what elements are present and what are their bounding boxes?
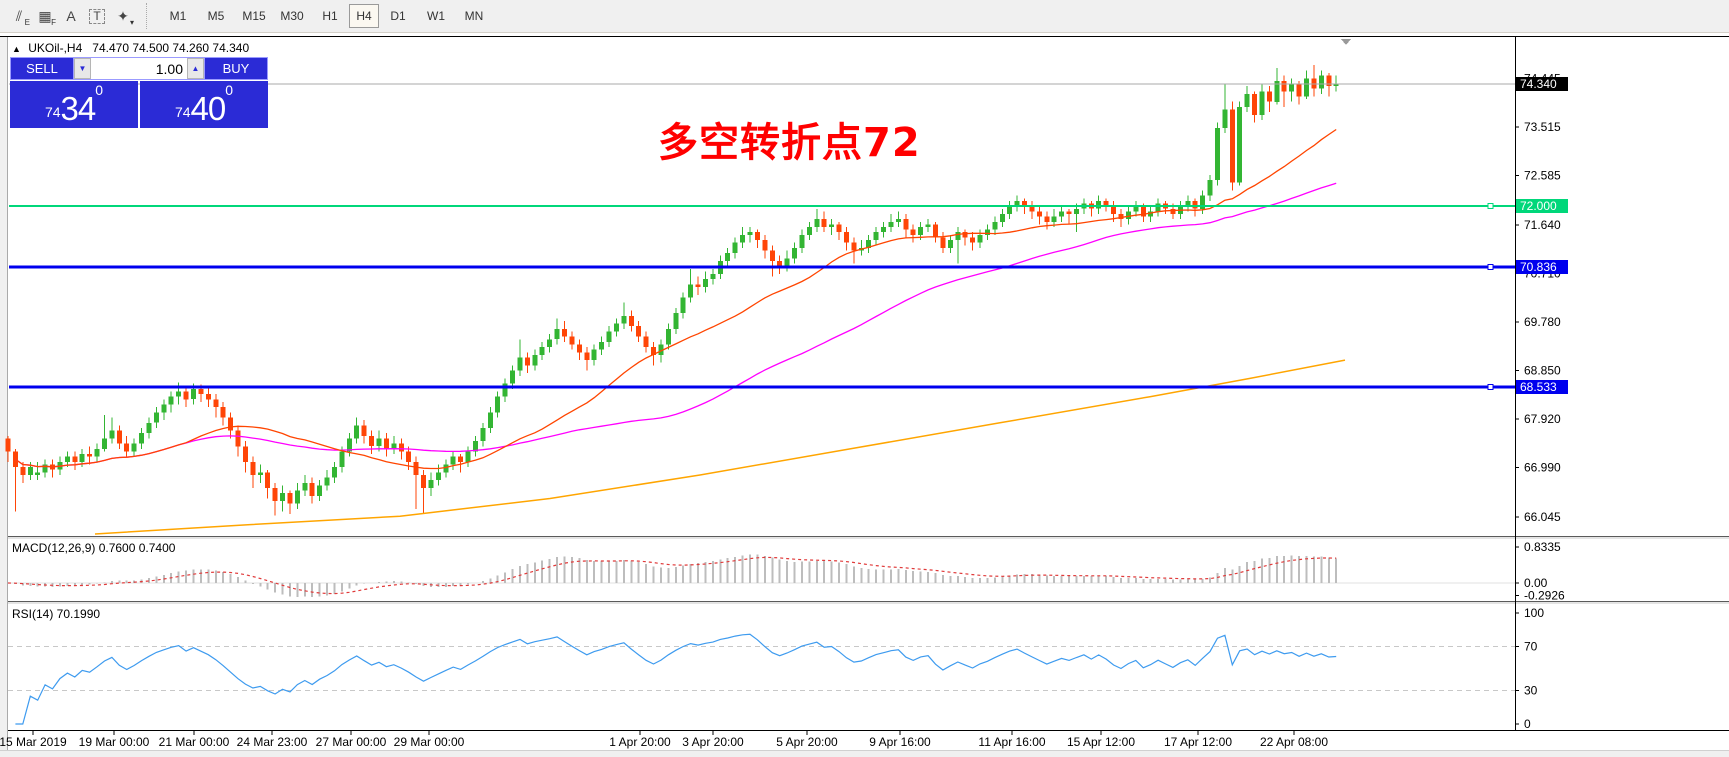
svg-text:1 Apr 20:00: 1 Apr 20:00	[609, 735, 671, 749]
svg-text:67.920: 67.920	[1524, 412, 1561, 426]
rsi-label: RSI(14) 70.1990	[12, 607, 101, 621]
svg-text:17 Apr 12:00: 17 Apr 12:00	[1164, 735, 1232, 749]
toolbar-separator	[146, 3, 153, 29]
chart-ohlc-values: 74.470 74.500 74.260 74.340	[92, 41, 250, 55]
candles-layer	[5, 65, 1339, 516]
svg-text:27 Mar 00:00: 27 Mar 00:00	[316, 735, 387, 749]
svg-text:69.780: 69.780	[1524, 315, 1561, 329]
svg-text:68.850: 68.850	[1524, 364, 1561, 378]
rsi-line	[15, 633, 1337, 725]
buy-button[interactable]: BUY	[204, 57, 268, 80]
chart-symbol: UKOil-,H4	[28, 41, 83, 55]
svg-text:0.8335: 0.8335	[1524, 540, 1561, 554]
svg-text:3 Apr 20:00: 3 Apr 20:00	[682, 735, 744, 749]
svg-text:70.836: 70.836	[1520, 260, 1557, 274]
timeframe-button-w1[interactable]: W1	[427, 9, 445, 23]
svg-text:72.585: 72.585	[1524, 169, 1561, 183]
ask-price-quote[interactable]: 74 40 0	[140, 81, 268, 128]
macd-signal-line	[7, 556, 1337, 595]
bid-point: 0	[95, 82, 104, 98]
timeframe-button-h4[interactable]: H4	[349, 4, 379, 28]
line-handle	[1487, 203, 1494, 210]
chart-shift-marker	[1341, 39, 1351, 45]
timeframe-group: M1 M5 M15 M30 H1 H4 D1 W1 MN	[159, 4, 493, 28]
arrows-tool-icon[interactable]: ✦ ▾	[117, 7, 134, 28]
svg-text:70: 70	[1524, 639, 1538, 653]
timeframe-button-m30[interactable]: M30	[280, 9, 304, 23]
ask-point: 0	[225, 82, 234, 98]
svg-text:24 Mar 23:00: 24 Mar 23:00	[237, 735, 308, 749]
svg-text:9 Apr 16:00: 9 Apr 16:00	[869, 735, 931, 749]
svg-text:0.00: 0.00	[1524, 576, 1548, 590]
svg-text:66.045: 66.045	[1524, 510, 1561, 524]
line-handle	[1487, 263, 1494, 270]
svg-text:15 Mar 2019: 15 Mar 2019	[0, 735, 67, 749]
svg-text:11 Apr 16:00: 11 Apr 16:00	[978, 735, 1045, 749]
timeframe-button-m5[interactable]: M5	[207, 9, 225, 23]
svg-text:68.533: 68.533	[1520, 380, 1557, 394]
timeframe-button-d1[interactable]: D1	[390, 9, 406, 23]
text-box-icon[interactable]: T	[84, 4, 110, 28]
svg-text:30: 30	[1524, 684, 1538, 698]
svg-text:66.990: 66.990	[1524, 461, 1561, 475]
drawing-tools-group: ⫽ E ▦ F A T ✦ ▾	[6, 4, 136, 28]
timeframe-button-m1[interactable]: M1	[169, 9, 187, 23]
fibonacci-grid-icon[interactable]: ▦ F	[38, 7, 56, 28]
line-handle	[1487, 384, 1494, 391]
chart-annotation-text: 多空转折点72	[658, 120, 921, 166]
text-label-icon[interactable]: A	[66, 8, 76, 24]
svg-text:22 Apr 08:00: 22 Apr 08:00	[1260, 735, 1328, 749]
svg-text:74.340: 74.340	[1520, 77, 1557, 91]
timeframe-button-m15[interactable]: M15	[242, 9, 266, 23]
timeframe-button-h1[interactable]: H1	[322, 9, 338, 23]
ask-pips: 40	[190, 90, 227, 127]
volume-input[interactable]: 1.00	[91, 58, 187, 79]
one-click-trading-panel: SELL ▼ 1.00 ▲ BUY 74 34 0 74 40 0	[10, 57, 268, 128]
svg-text:72.000: 72.000	[1520, 199, 1557, 213]
chart-title: ▲ UKOil-,H4 74.470 74.500 74.260 74.340	[12, 41, 249, 55]
bid-pips: 34	[60, 90, 97, 127]
svg-text:5 Apr 20:00: 5 Apr 20:00	[776, 735, 838, 749]
macd-histogram	[14, 554, 1338, 598]
top-toolbar: ⫽ E ▦ F A T ✦ ▾ M1 M5 M15 M30 H1 H4 D1 W1 MN	[0, 0, 1729, 33]
svg-text:19 Mar 00:00: 19 Mar 00:00	[79, 735, 150, 749]
ask-big-figure: 74	[174, 104, 191, 120]
svg-text:73.515: 73.515	[1524, 120, 1561, 134]
svg-text:100: 100	[1524, 606, 1544, 620]
bid-big-figure: 74	[44, 104, 61, 120]
volume-decrease-button[interactable]: ▼	[74, 58, 91, 79]
svg-text:15 Apr 12:00: 15 Apr 12:00	[1067, 735, 1135, 749]
svg-text:29 Mar 00:00: 29 Mar 00:00	[394, 735, 465, 749]
svg-text:21 Mar 00:00: 21 Mar 00:00	[159, 735, 230, 749]
timeframe-button-mn[interactable]: MN	[464, 9, 484, 23]
svg-text:71.640: 71.640	[1524, 218, 1561, 232]
volume-increase-button[interactable]: ▲	[187, 58, 204, 79]
collapse-panel-icon[interactable]: ▲	[12, 44, 21, 54]
macd-label: MACD(12,26,9) 0.7600 0.7400	[12, 541, 176, 555]
svg-text:-0.2926: -0.2926	[1524, 589, 1565, 603]
svg-text:0: 0	[1524, 717, 1531, 731]
bid-price-quote[interactable]: 74 34 0	[10, 81, 138, 128]
draw-channel-icon[interactable]: ⫽ E	[15, 7, 30, 28]
sell-button[interactable]: SELL	[10, 57, 74, 80]
